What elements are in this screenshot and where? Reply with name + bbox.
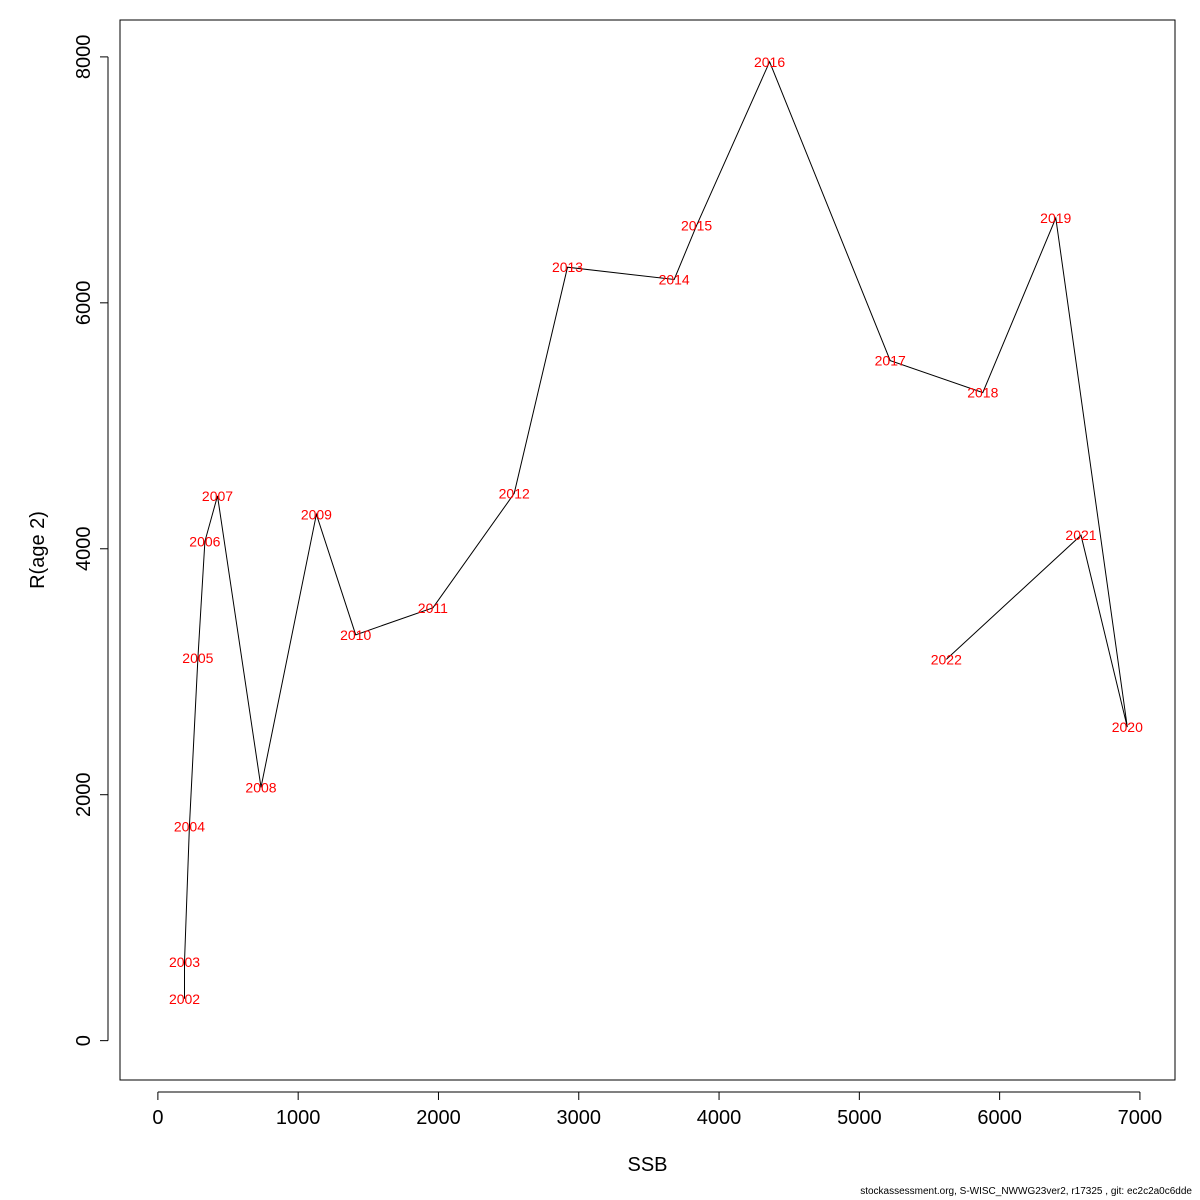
y-tick-label: 0 [73, 1035, 95, 1046]
point-label-2018: 2018 [967, 385, 998, 401]
footer-note: stockassessment.org, S-WISC_NWWG23ver2, … [860, 1186, 1192, 1197]
point-label-2015: 2015 [681, 217, 712, 233]
y-tick-label: 6000 [73, 281, 95, 326]
point-label-2006: 2006 [189, 533, 220, 549]
point-label-2009: 2009 [301, 506, 332, 522]
point-label-2022: 2022 [931, 651, 962, 667]
point-label-2020: 2020 [1112, 719, 1143, 735]
y-tick-label: 8000 [73, 35, 95, 80]
x-tick-label: 0 [152, 1107, 163, 1129]
point-label-2004: 2004 [174, 819, 205, 835]
point-label-2008: 2008 [245, 779, 276, 795]
x-tick-label: 6000 [977, 1107, 1022, 1129]
y-axis-title: R(age 2) [27, 511, 49, 589]
x-tick-label: 3000 [557, 1107, 602, 1129]
point-label-2014: 2014 [659, 271, 690, 287]
point-label-2003: 2003 [169, 954, 200, 970]
point-labels: 2002 2003 2004 2005 2006 2007 2008 2009 2010 2011… [169, 54, 1143, 1007]
point-label-2005: 2005 [182, 650, 213, 666]
x-tick-label: 4000 [697, 1107, 742, 1129]
point-label-2013: 2013 [552, 259, 583, 275]
point-label-2017: 2017 [875, 353, 906, 369]
point-label-2010: 2010 [340, 627, 371, 643]
x-axis-title: SSB [627, 1154, 667, 1176]
series-group [184, 60, 1128, 999]
x-tick-label: 5000 [837, 1107, 882, 1129]
point-label-2012: 2012 [499, 485, 530, 501]
series-line [184, 60, 1128, 999]
point-label-2016: 2016 [754, 54, 785, 70]
axes: 0 1000 2000 3000 4000 5000 6000 7000 0 2000 4000 60… [73, 35, 1162, 1129]
point-label-2002: 2002 [169, 991, 200, 1007]
plot-area-box [119, 19, 1176, 1081]
x-tick-label: 1000 [276, 1107, 321, 1129]
y-tick-label: 2000 [73, 772, 95, 817]
y-tick-label: 4000 [73, 527, 95, 572]
point-label-2019: 2019 [1040, 210, 1071, 226]
point-label-2021: 2021 [1065, 527, 1096, 543]
x-tick-label: 2000 [416, 1107, 461, 1129]
point-label-2011: 2011 [418, 600, 448, 616]
point-label-2007: 2007 [202, 488, 233, 504]
x-tick-label: 7000 [1118, 1107, 1163, 1129]
